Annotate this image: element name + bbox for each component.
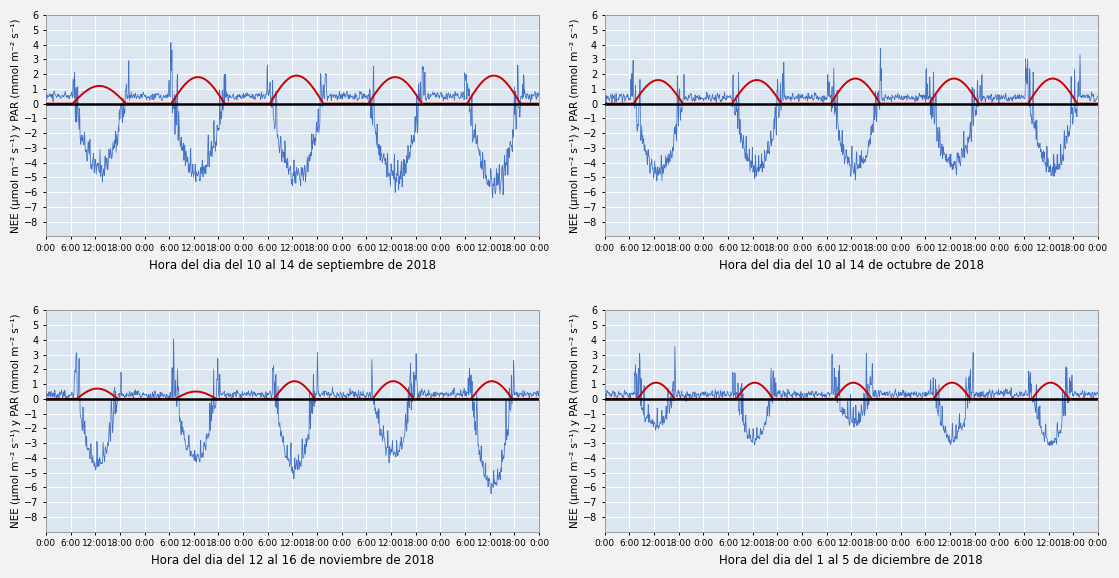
Y-axis label: NEE (μmol m⁻² s⁻¹) y PAR (mmol m⁻² s⁻¹): NEE (μmol m⁻² s⁻¹) y PAR (mmol m⁻² s⁻¹) [570, 18, 580, 233]
Y-axis label: NEE (μmol m⁻² s⁻¹) y PAR (mmol m⁻² s⁻¹): NEE (μmol m⁻² s⁻¹) y PAR (mmol m⁻² s⁻¹) [11, 314, 21, 528]
Y-axis label: NEE (μmol m⁻² s⁻¹) y PAR (mmol m⁻² s⁻¹): NEE (μmol m⁻² s⁻¹) y PAR (mmol m⁻² s⁻¹) [11, 18, 21, 233]
X-axis label: Hora del dia del 10 al 14 de septiembre de 2018: Hora del dia del 10 al 14 de septiembre … [149, 258, 436, 272]
X-axis label: Hora del dia del 10 al 14 de octubre de 2018: Hora del dia del 10 al 14 de octubre de … [718, 258, 984, 272]
X-axis label: Hora del dia del 1 al 5 de diciembre de 2018: Hora del dia del 1 al 5 de diciembre de … [720, 554, 984, 567]
X-axis label: Hora del dia del 12 al 16 de noviembre de 2018: Hora del dia del 12 al 16 de noviembre d… [151, 554, 434, 567]
Y-axis label: NEE (μmol m⁻² s⁻¹) y PAR (mmol m⁻² s⁻¹): NEE (μmol m⁻² s⁻¹) y PAR (mmol m⁻² s⁻¹) [570, 314, 580, 528]
